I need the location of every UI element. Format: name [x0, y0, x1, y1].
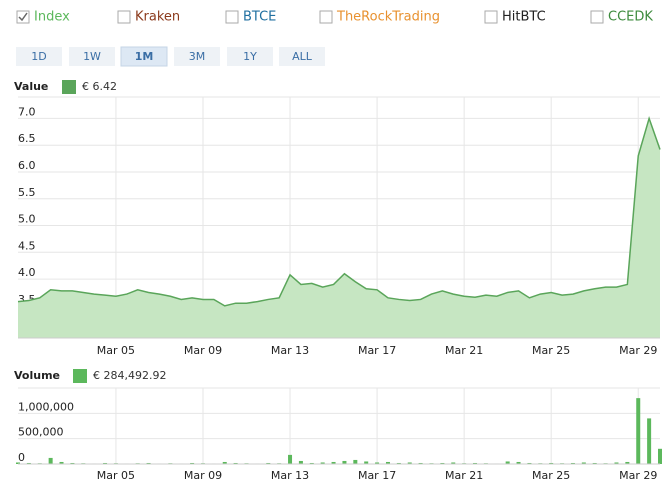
- bar: [103, 462, 108, 464]
- bar: [516, 461, 521, 464]
- bar: [59, 461, 64, 464]
- x-tick-label: Mar 25: [532, 469, 570, 482]
- bar: [505, 461, 510, 464]
- bar: [614, 462, 619, 464]
- x-tick-label: Mar 09: [184, 469, 222, 482]
- range-button-label[interactable]: 1Y: [243, 50, 257, 63]
- y-tick-label: 6.5: [18, 132, 36, 145]
- y-tick-label: 0: [18, 451, 25, 464]
- bar: [440, 462, 445, 464]
- y-tick-label: 5.5: [18, 186, 36, 199]
- bar: [16, 462, 20, 464]
- x-tick-label: Mar 05: [97, 344, 135, 357]
- range-button[interactable]: [16, 47, 62, 66]
- legend-label[interactable]: HitBTC: [502, 10, 546, 25]
- checkbox[interactable]: [16, 10, 30, 24]
- range-button-label[interactable]: ALL: [292, 50, 313, 63]
- bar: [385, 461, 390, 464]
- bar: [146, 462, 151, 464]
- bar: [592, 462, 597, 464]
- bar: [658, 448, 662, 464]
- y-tick-label: 500,000: [18, 426, 64, 439]
- bar: [320, 462, 325, 464]
- checkbox[interactable]: [225, 10, 239, 24]
- range-button-label[interactable]: 1W: [83, 50, 101, 63]
- bar: [288, 454, 293, 464]
- y-tick-label: 5.0: [18, 213, 36, 226]
- bar: [625, 461, 630, 464]
- y-tick-label: 6.0: [18, 159, 36, 172]
- x-tick-label: Mar 25: [532, 344, 570, 357]
- checkbox[interactable]: [590, 10, 604, 24]
- panel-label: Value: [14, 80, 48, 93]
- y-tick-label: 4.5: [18, 239, 36, 252]
- bar: [70, 462, 75, 464]
- bar: [581, 462, 586, 464]
- bar: [549, 462, 554, 464]
- bar: [48, 457, 53, 464]
- bar: [636, 398, 641, 464]
- panel-label: Volume: [14, 369, 60, 382]
- readout: € 284,492.92: [93, 369, 166, 382]
- check-mark: [18, 12, 28, 22]
- y-tick-label: 1,000,000: [18, 400, 74, 413]
- x-tick-label: Mar 17: [358, 344, 396, 357]
- bar: [396, 462, 401, 464]
- y-tick-label: 4.0: [18, 266, 36, 279]
- range-button-label[interactable]: 1M: [135, 50, 154, 63]
- x-tick-label: Mar 29: [619, 469, 657, 482]
- bar: [233, 462, 238, 464]
- legend-label[interactable]: BTCE: [243, 10, 276, 25]
- bar: [353, 459, 358, 464]
- bar: [451, 462, 456, 464]
- range-button[interactable]: [279, 47, 325, 66]
- bar: [418, 462, 423, 464]
- bar: [570, 462, 575, 464]
- bar: [331, 461, 336, 464]
- legend-swatch: [73, 369, 87, 383]
- bar: [375, 462, 380, 464]
- bar: [473, 462, 478, 464]
- range-button[interactable]: [69, 47, 115, 66]
- checkbox[interactable]: [319, 10, 333, 24]
- bar: [527, 462, 532, 464]
- bar: [407, 462, 412, 464]
- x-tick-label: Mar 13: [271, 469, 309, 482]
- range-button-label[interactable]: 3M: [189, 50, 206, 63]
- bar: [222, 461, 227, 464]
- bar: [364, 461, 369, 464]
- bar: [342, 460, 347, 464]
- checkbox[interactable]: [117, 10, 131, 24]
- bar: [26, 462, 31, 464]
- bar: [647, 418, 652, 464]
- x-tick-label: Mar 17: [358, 469, 396, 482]
- legend-label[interactable]: Index: [34, 10, 70, 25]
- x-tick-label: Mar 09: [184, 344, 222, 357]
- range-button[interactable]: [174, 47, 220, 66]
- x-tick-label: Mar 05: [97, 469, 135, 482]
- bar: [190, 462, 195, 464]
- range-button[interactable]: [227, 47, 273, 66]
- legend-label[interactable]: CCEDK: [608, 10, 653, 25]
- y-tick-label: 7.0: [18, 105, 36, 118]
- legend-swatch: [62, 80, 76, 94]
- bar: [309, 462, 314, 464]
- x-tick-label: Mar 21: [445, 344, 483, 357]
- legend-label[interactable]: Kraken: [135, 10, 180, 25]
- bar: [298, 460, 303, 464]
- bar: [266, 462, 271, 464]
- readout: € 6.42: [82, 80, 117, 93]
- line: [17, 115, 661, 307]
- range-button-label[interactable]: 1D: [31, 50, 46, 63]
- x-tick-label: Mar 13: [271, 344, 309, 357]
- x-tick-label: Mar 21: [445, 469, 483, 482]
- checkbox[interactable]: [484, 10, 498, 24]
- area-fill: [18, 118, 660, 338]
- range-button[interactable]: [120, 46, 168, 67]
- x-tick-label: Mar 29: [619, 344, 657, 357]
- legend-label[interactable]: TheRockTrading: [336, 10, 440, 25]
